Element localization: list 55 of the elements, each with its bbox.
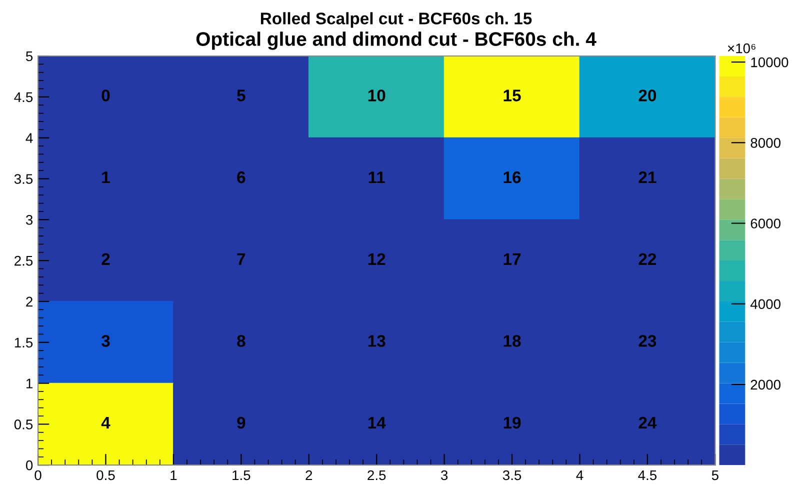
y-tick-label: 4.5 (14, 92, 33, 102)
chart-subtitle: Rolled Scalpel cut - BCF60s ch. 15 (260, 12, 532, 28)
x-tick-label: 0 (34, 470, 42, 480)
x-tick-label: 5 (712, 470, 718, 480)
annotation: 4 (101, 417, 110, 428)
color-bar-label: 4000 (750, 299, 780, 310)
y-tick-label: 0.5 (14, 420, 33, 430)
y-tick-label: 2.5 (14, 256, 33, 266)
x-tick-label: 0.5 (96, 470, 115, 480)
annotation: 18 (504, 335, 521, 347)
chart-title: Optical glue and dimond cut - BCF60s ch. 4 (196, 32, 596, 50)
annotation: 11 (368, 172, 385, 184)
y-tick-label: 4 (26, 133, 33, 143)
annotation: 19 (504, 416, 521, 429)
y-tick-label: 3 (26, 214, 33, 225)
y-tick-label: 0 (26, 460, 33, 470)
x-tick-label: 3 (440, 470, 448, 480)
annotation: 20 (638, 90, 656, 102)
annotation: 7 (237, 253, 246, 265)
annotation: 16 (504, 171, 521, 184)
annotation: 23 (638, 335, 656, 347)
x-tick-label: 4.5 (638, 470, 657, 480)
annotation: 12 (368, 253, 386, 265)
annotation: 8 (237, 335, 246, 347)
x-tick-label: 2 (306, 470, 312, 480)
annotation: 13 (368, 335, 386, 347)
annotation: 21 (638, 171, 656, 184)
annotation: 17 (504, 253, 521, 265)
x-tick-label: 1 (170, 470, 177, 480)
color-bar-label: 10000 (751, 57, 788, 68)
y-tick-label: 1 (26, 378, 32, 388)
color-bar-label: 2000 (750, 380, 780, 390)
annotation: 1 (102, 172, 110, 184)
x-tick-label: 2.5 (368, 470, 386, 480)
x-tick-label: 1.5 (232, 470, 250, 480)
annotation: 14 (368, 417, 386, 428)
annotation: 22 (638, 253, 656, 265)
y-tick-label: 1.5 (14, 338, 33, 348)
color-bar-label: 8000 (750, 138, 780, 148)
y-tick-label: 5 (26, 51, 33, 62)
annotation: 15 (504, 90, 521, 102)
annotation: 6 (237, 171, 246, 184)
color-bar-title: ×10⁶ (728, 43, 756, 54)
y-tick-label: 3.5 (14, 174, 33, 184)
x-tick-label: 4 (576, 470, 584, 480)
y-tick-label: 2 (26, 296, 32, 306)
x-tick-label: 3.5 (502, 470, 522, 480)
annotation: 10 (368, 90, 386, 102)
annotation: 2 (102, 253, 110, 265)
annotation: 3 (101, 335, 110, 347)
annotation: 0 (102, 90, 110, 102)
annotation: 5 (237, 90, 246, 102)
color-bar-label: 6000 (750, 218, 780, 228)
annotation: 24 (638, 416, 657, 428)
annotation: 9 (237, 416, 246, 429)
